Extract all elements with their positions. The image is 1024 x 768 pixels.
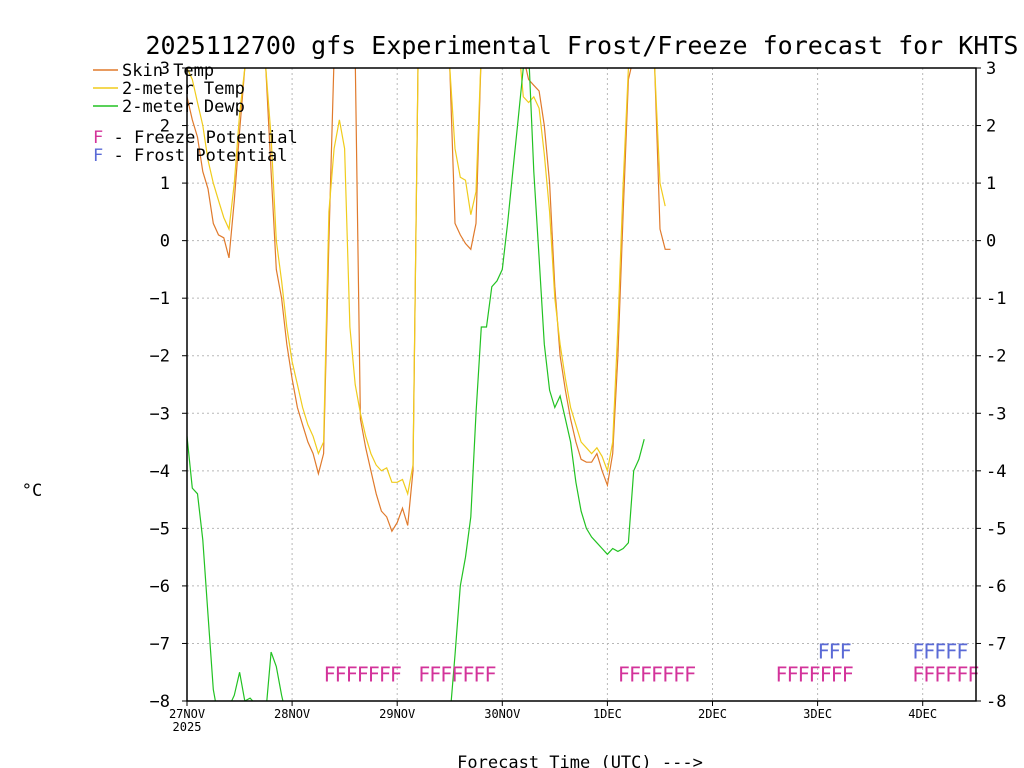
annotation-flag-text: - Frost Potential <box>103 146 287 166</box>
y-tick-label-right: 3 <box>986 59 996 79</box>
x-tick-label: 30NOV <box>484 707 520 721</box>
y-tick-label-right: 1 <box>986 174 996 194</box>
annotation-legend-item: F - Freeze Potential <box>93 128 298 148</box>
flag-run-frost-potential: FFF <box>818 639 851 663</box>
flag-run-freeze-potential: FFFFFFF <box>418 662 495 686</box>
x-tick-label: 27NOV <box>169 707 205 721</box>
y-tick-label-right: -3 <box>986 404 1006 424</box>
y-tick-label: −7 <box>150 634 170 654</box>
y-tick-label: −2 <box>150 347 170 367</box>
y-tick-label-right: -4 <box>986 462 1006 482</box>
flag-run-freeze-potential: FFFFFFF <box>776 662 853 686</box>
y-tick-label-right: -6 <box>986 577 1006 597</box>
x-tick-label: 1DEC <box>593 707 622 721</box>
y-tick-label: −1 <box>150 289 170 309</box>
y-tick-label-right: -5 <box>986 519 1006 539</box>
legend-label: Skin Temp <box>122 61 214 81</box>
chart-title: 2025112700 gfs Experimental Frost/Freeze… <box>146 31 1019 60</box>
y-tick-label: −5 <box>150 519 170 539</box>
annotation-flag-text: - Freeze Potential <box>103 128 297 148</box>
legend-label: 2-meter Temp <box>122 79 245 99</box>
flag-run-freeze-potential: FFFFFFF <box>324 662 401 686</box>
series-line-skin-temp <box>187 68 671 533</box>
x-tick-label: 2DEC <box>698 707 727 721</box>
y-tick-label: −6 <box>150 577 170 597</box>
series-line-2-meter-dewp <box>187 68 645 701</box>
y-axis-label: °C <box>22 481 42 501</box>
grid <box>187 68 976 701</box>
y-axis-right: -8 -7 -6 -5 -4 -3 -2 -1 0 1 2 3 <box>976 59 1006 712</box>
flag-run-freeze-potential: FFFFFFF <box>618 662 695 686</box>
x-tick-label: 4DEC <box>908 707 937 721</box>
series-layer <box>187 68 671 701</box>
y-tick-label-right: 2 <box>986 117 996 137</box>
y-tick-label: −4 <box>150 462 170 482</box>
y-tick-label: −8 <box>150 692 170 712</box>
flag-run-frost-potential: FFFFF <box>912 639 967 663</box>
annotation-flag-letter: F <box>93 146 103 166</box>
y-tick-label: 0 <box>160 232 170 252</box>
y-tick-label-right: -1 <box>986 289 1006 309</box>
y-tick-label: 2 <box>160 117 170 137</box>
y-tick-label: 3 <box>160 59 170 79</box>
y-tick-label: −3 <box>150 404 170 424</box>
y-tick-label-right: -2 <box>986 347 1006 367</box>
x-tick-label: 28NOV <box>274 707 310 721</box>
annotation-flag-letter: F <box>93 128 103 148</box>
x-tick-label: 3DEC <box>803 707 832 721</box>
y-axis-left: −8 −7 −6 −5 −4 −3 −2 −1 0 1 2 3 <box>150 59 187 712</box>
x-tick-sublabel: 2025 <box>173 720 202 734</box>
y-tick-label-right: -7 <box>986 634 1006 654</box>
x-axis-label: Forecast Time (UTC) ---> <box>457 753 703 768</box>
y-tick-label: 1 <box>160 174 170 194</box>
flag-run-freeze-potential: FFFFFF <box>912 662 978 686</box>
plot-frame <box>186 67 977 702</box>
x-tick-label: 29NOV <box>379 707 415 721</box>
annotation-legend-item: F - Frost Potential <box>93 146 287 166</box>
legend-label: 2-meter Dewp <box>122 97 245 117</box>
series-line-2-meter-temp <box>187 68 666 497</box>
y-tick-label-right: 0 <box>986 232 996 252</box>
y-tick-label-right: -8 <box>986 692 1006 712</box>
